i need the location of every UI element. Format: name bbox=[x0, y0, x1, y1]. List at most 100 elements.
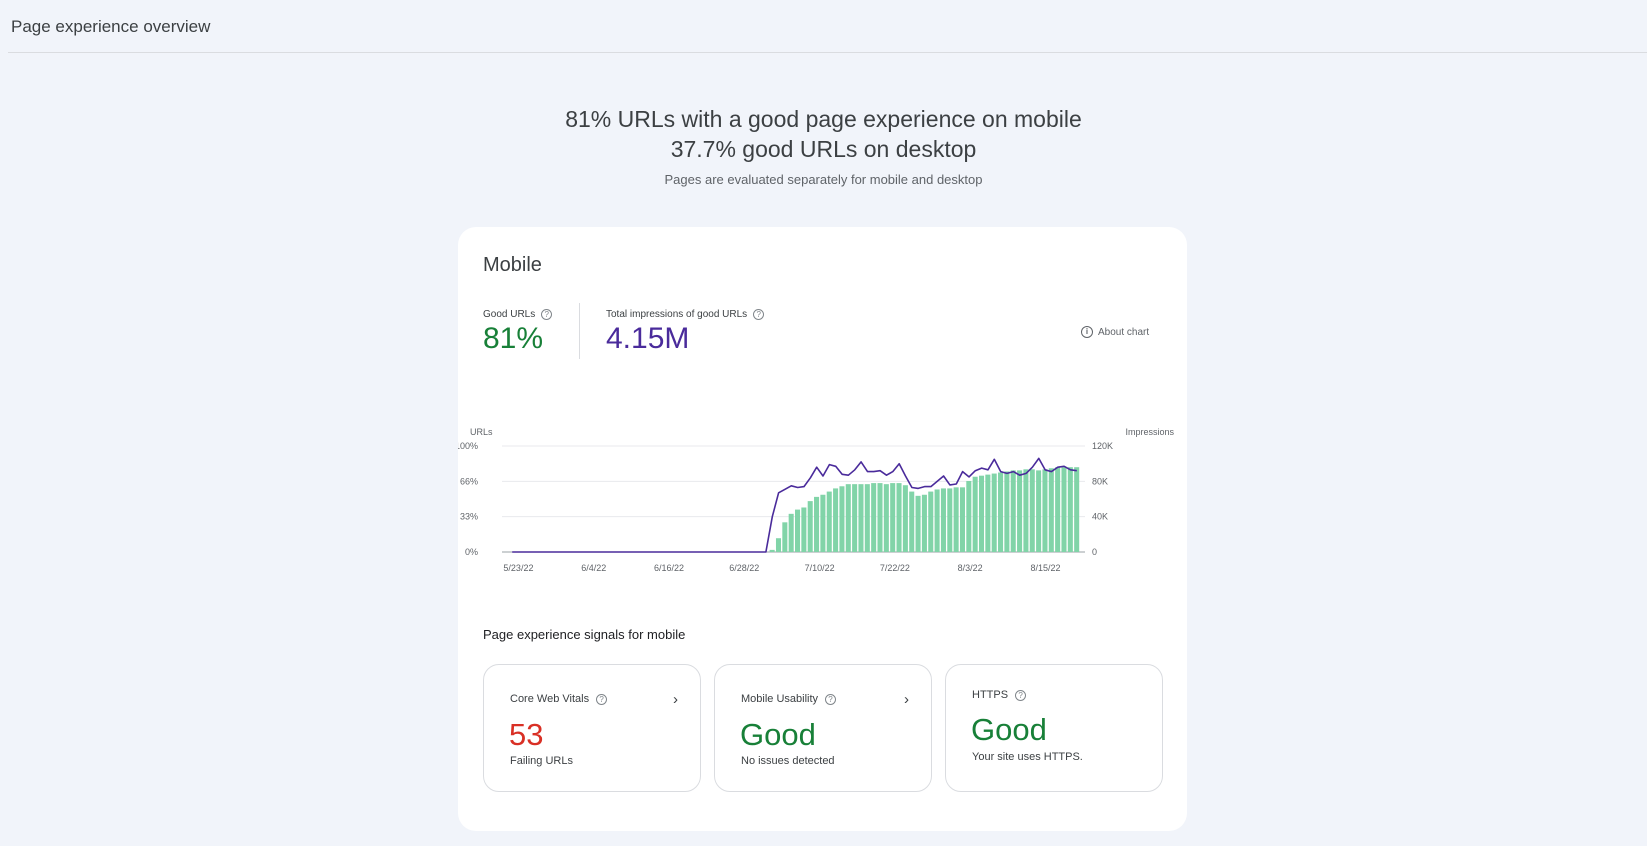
chart-bar bbox=[1061, 467, 1067, 552]
y-left-tick-label: 100% bbox=[458, 441, 478, 451]
chart-bar bbox=[1029, 469, 1035, 552]
x-tick-label: 7/10/22 bbox=[805, 563, 835, 573]
top-bar: Page experience overview bbox=[0, 0, 1647, 53]
chart-bar bbox=[953, 487, 959, 552]
chart-bar bbox=[1055, 467, 1061, 552]
chart-bar bbox=[801, 507, 807, 552]
x-tick-label: 8/15/22 bbox=[1030, 563, 1060, 573]
chart-bar bbox=[947, 488, 953, 552]
y-right-tick-label: 40K bbox=[1092, 512, 1108, 522]
chart-bar bbox=[998, 472, 1004, 552]
chart-bar bbox=[1048, 468, 1054, 552]
chart-bar bbox=[826, 491, 832, 552]
chart-bar bbox=[978, 475, 985, 552]
chart-bar bbox=[928, 491, 934, 552]
chart-bar bbox=[871, 483, 877, 552]
chart-bar bbox=[991, 473, 997, 552]
header-divider bbox=[8, 52, 1647, 53]
info-icon: i bbox=[1081, 326, 1093, 338]
chart-bar bbox=[845, 484, 851, 552]
y-right-tick-label: 120K bbox=[1092, 441, 1113, 451]
chart-bar bbox=[782, 522, 788, 552]
chart-bar bbox=[934, 489, 940, 552]
chevron-right-icon: › bbox=[673, 691, 678, 708]
chart-bar bbox=[769, 549, 775, 552]
good-urls-value: 81% bbox=[483, 322, 544, 355]
about-chart-button[interactable]: i About chart bbox=[1081, 326, 1149, 338]
chart-bar bbox=[839, 486, 845, 552]
y-left-axis-title: URLs bbox=[470, 427, 493, 437]
core-web-vitals-card[interactable]: Core Web Vitals ? › 53 Failing URLs bbox=[483, 664, 701, 792]
chart-bar bbox=[795, 509, 801, 552]
chart-bar bbox=[985, 474, 991, 552]
x-tick-label: 6/16/22 bbox=[654, 563, 684, 573]
y-right-tick-label: 0 bbox=[1092, 547, 1097, 557]
https-card: HTTPS ? Good Your site uses HTTPS. bbox=[945, 664, 1163, 792]
chart-bar bbox=[909, 491, 915, 552]
chart-bar bbox=[940, 488, 946, 552]
https-label: HTTPS bbox=[972, 689, 1009, 701]
impressions-label: Total impressions of good URLs bbox=[606, 309, 748, 320]
help-icon[interactable]: ? bbox=[541, 309, 553, 320]
summary-desktop-headline: 37.7% good URLs on desktop bbox=[670, 136, 977, 162]
chart-bar bbox=[1023, 469, 1029, 552]
chart-bar bbox=[820, 494, 826, 552]
y-right-axis-title: Impressions bbox=[1125, 427, 1174, 437]
y-left-tick-label: 66% bbox=[460, 476, 478, 486]
help-icon[interactable]: ? bbox=[825, 693, 837, 705]
chart-bar bbox=[864, 484, 870, 552]
mobile-chart: 0% 33% 66% 100% 0 40K 80K 120K URLs Impressions 5/… bbox=[458, 427, 1175, 573]
chart-bar bbox=[972, 476, 978, 552]
chart-bar bbox=[858, 484, 864, 552]
chart-bar bbox=[896, 483, 902, 552]
impressions-line bbox=[512, 457, 1077, 553]
metric-divider bbox=[579, 303, 580, 359]
https-desc: Your site uses HTTPS. bbox=[972, 751, 1083, 763]
summary-subtitle: Pages are evaluated separately for mobil… bbox=[664, 172, 983, 187]
chart-bar bbox=[852, 484, 858, 552]
chart-bar bbox=[902, 485, 908, 552]
impressions-value: 4.15M bbox=[606, 322, 690, 355]
good-urls-metric: Good URLs ? 81% bbox=[483, 309, 553, 356]
chart-bar bbox=[1067, 467, 1073, 552]
x-tick-label: 5/23/22 bbox=[503, 563, 533, 573]
https-value: Good bbox=[971, 712, 1047, 747]
chart-bar bbox=[883, 484, 889, 552]
mobile-usability-card[interactable]: Mobile Usability ? › Good No issues dete… bbox=[714, 664, 932, 792]
chevron-right-icon: › bbox=[904, 691, 909, 708]
chart-bar bbox=[775, 538, 782, 552]
about-chart-label: About chart bbox=[1098, 326, 1150, 338]
chart-bar bbox=[877, 483, 883, 552]
x-tick-label: 8/3/22 bbox=[958, 563, 983, 573]
impressions-metric: Total impressions of good URLs ? 4.15M bbox=[606, 309, 765, 356]
help-icon[interactable]: ? bbox=[753, 309, 765, 320]
chart-bar bbox=[814, 496, 820, 552]
chart-bar bbox=[959, 487, 965, 552]
summary-mobile-headline: 81% URLs with a good page experience on … bbox=[565, 106, 1082, 132]
good-urls-label: Good URLs bbox=[483, 309, 536, 320]
chart-bar bbox=[966, 480, 972, 552]
y-right-tick-label: 80K bbox=[1092, 476, 1108, 486]
x-tick-label: 6/28/22 bbox=[729, 563, 759, 573]
chart-bar bbox=[788, 513, 794, 552]
core-web-vitals-label: Core Web Vitals bbox=[510, 693, 590, 705]
chart-bar bbox=[1004, 471, 1010, 552]
chart-bar bbox=[1017, 470, 1023, 552]
mobile-usability-label: Mobile Usability bbox=[741, 693, 819, 705]
mobile-usability-desc: No issues detected bbox=[741, 755, 835, 767]
core-web-vitals-desc: Failing URLs bbox=[510, 755, 573, 767]
chart-bar bbox=[1036, 470, 1042, 552]
core-web-vitals-value: 53 bbox=[509, 717, 544, 752]
y-left-tick-label: 33% bbox=[460, 512, 478, 522]
y-left-tick-label: 0% bbox=[465, 547, 478, 557]
x-tick-label: 7/22/22 bbox=[880, 563, 910, 573]
mobile-usability-value: Good bbox=[740, 717, 816, 752]
chart-bar bbox=[890, 483, 896, 552]
page-title: Page experience overview bbox=[11, 17, 211, 36]
chart-bar bbox=[921, 494, 927, 552]
chart-bar bbox=[1074, 467, 1080, 552]
help-icon[interactable]: ? bbox=[596, 693, 608, 705]
chart-bar bbox=[807, 501, 813, 552]
help-icon[interactable]: ? bbox=[1015, 689, 1027, 701]
signals-title: Page experience signals for mobile bbox=[483, 627, 686, 642]
